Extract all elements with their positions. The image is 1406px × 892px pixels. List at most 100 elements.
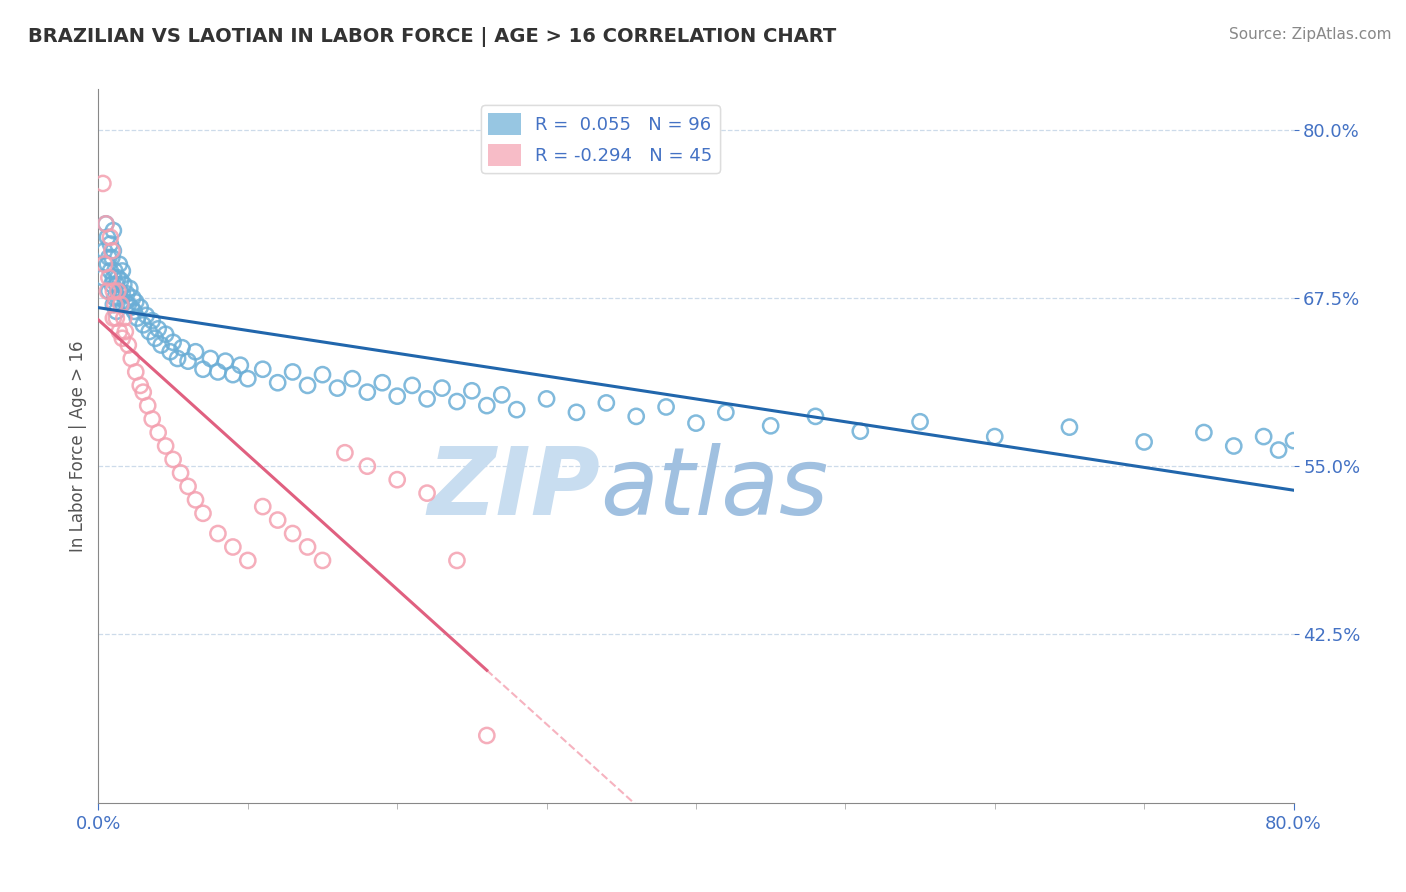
Point [155,439,177,453]
Point [112,277,135,292]
Point [267,376,290,390]
Point [94,217,117,231]
Point [849,424,872,438]
Point [446,394,468,409]
Point [311,553,333,567]
Point [110,294,132,309]
Point [150,338,173,352]
Point [108,325,131,339]
Point [104,291,127,305]
Point [111,331,134,345]
Point [207,365,229,379]
Point [162,335,184,350]
Point [110,273,132,287]
Point [105,304,128,318]
Point [177,354,200,368]
Point [98,264,122,278]
Point [114,325,136,339]
Point [908,415,931,429]
Point [595,396,617,410]
Point [107,291,129,305]
Point [229,358,252,372]
Point [124,304,146,318]
Text: atlas: atlas [600,443,828,534]
Point [93,257,115,271]
Point [103,244,125,258]
Point [184,344,207,359]
Point [626,409,648,424]
Point [103,270,125,285]
Point [105,277,128,292]
Point [655,400,678,414]
Point [101,244,124,258]
Point [141,314,163,328]
Point [506,402,529,417]
Point [416,486,439,500]
Point [297,378,319,392]
Point [103,311,125,326]
Point [101,277,124,292]
Point [104,298,127,312]
Point [222,368,245,382]
Point [166,351,188,366]
Point [155,327,177,342]
Point [129,301,152,315]
Point [104,264,127,278]
Point [430,381,453,395]
Point [91,177,114,191]
Point [1059,420,1081,434]
Point [96,284,118,298]
Point [177,479,200,493]
Point [461,384,484,398]
Point [159,344,181,359]
Text: ZIP: ZIP [427,442,600,535]
Point [326,381,349,395]
Point [143,331,166,345]
Point [184,492,207,507]
Point [1253,429,1275,443]
Point [103,223,125,237]
Point [117,338,139,352]
Point [804,409,827,424]
Point [1133,434,1156,449]
Point [138,325,160,339]
Point [148,425,170,440]
Legend: R =  0.055   N = 96, R = -0.294   N = 45: R = 0.055 N = 96, R = -0.294 N = 45 [481,105,720,173]
Point [475,399,498,413]
Point [1282,434,1305,448]
Point [714,405,737,419]
Point [120,351,142,366]
Point [107,270,129,285]
Point [101,251,124,265]
Point [91,270,114,285]
Point [401,378,423,392]
Point [118,281,141,295]
Point [108,257,131,271]
Point [97,270,120,285]
Point [120,301,142,315]
Point [111,264,134,278]
Point [252,500,274,514]
Point [565,405,588,419]
Point [385,389,409,403]
Point [222,540,245,554]
Point [475,729,498,743]
Point [115,286,138,301]
Point [685,416,707,430]
Point [207,526,229,541]
Y-axis label: In Labor Force | Age > 16: In Labor Force | Age > 16 [69,340,87,552]
Point [536,392,558,406]
Point [984,429,1007,443]
Point [214,354,236,368]
Point [121,291,143,305]
Point [200,351,222,366]
Point [112,311,135,326]
Point [117,298,139,312]
Text: Source: ZipAtlas.com: Source: ZipAtlas.com [1229,27,1392,42]
Point [103,284,125,298]
Point [110,298,132,312]
Point [96,230,118,244]
Point [333,446,356,460]
Point [342,372,364,386]
Point [491,388,513,402]
